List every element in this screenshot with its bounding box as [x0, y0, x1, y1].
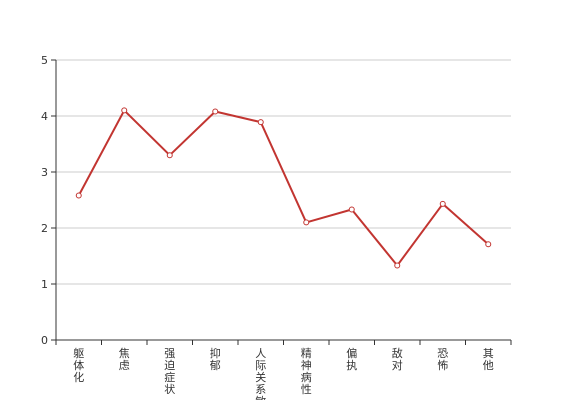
y-tick-label: 3	[41, 166, 48, 179]
x-tick-label: 焦虑	[119, 347, 130, 372]
x-tick-label: 其他	[483, 347, 494, 372]
x-tick-label: 敌对	[392, 346, 403, 372]
y-tick-label: 4	[41, 110, 48, 123]
data-point	[75, 192, 82, 199]
data-point	[485, 241, 492, 248]
x-tick-label: 躯体化	[73, 347, 84, 384]
x-tick-label: 偏执	[346, 346, 357, 372]
data-point	[394, 262, 401, 269]
data-point	[303, 219, 310, 226]
x-tick-label: 人际关系敏感	[255, 347, 266, 400]
data-point	[212, 108, 219, 115]
x-axis-ticks: 躯体化 焦虑 强迫症状 抑郁 人际关系敏感 精神病性 偏执 敌对 恐怖 其他	[55, 340, 512, 400]
y-tick-label: 5	[41, 54, 48, 67]
y-tick-label: 2	[41, 222, 48, 235]
y-tick-label: 1	[41, 278, 48, 291]
data-point	[439, 200, 446, 207]
x-tick-label: 抑郁	[210, 346, 221, 372]
data-point	[348, 206, 355, 213]
axes	[55, 60, 511, 341]
data-point	[257, 119, 264, 126]
y-axis-ticks: 0 1 2 3 4 5	[41, 54, 56, 347]
x-tick-label: 强迫症状	[164, 347, 175, 396]
data-point	[121, 107, 128, 114]
y-tick-label: 0	[41, 334, 48, 347]
series	[75, 107, 492, 269]
data-point	[166, 152, 173, 159]
series-line	[77, 109, 489, 267]
x-tick-label: 精神病性	[301, 347, 312, 396]
x-tick-label: 恐怖	[437, 347, 448, 372]
